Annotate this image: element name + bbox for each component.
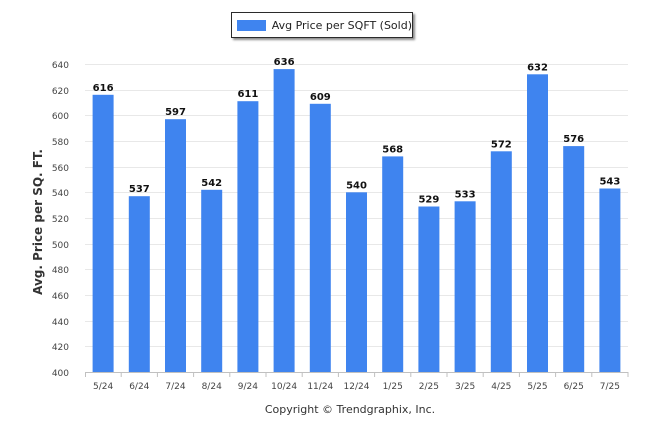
x-tick-label: 8/24 [202,382,222,392]
bar-5-24[interactable] [92,94,114,373]
data-label: 576 [563,134,584,145]
y-tick-label: 540 [52,189,69,199]
data-label: 597 [165,107,186,118]
x-tick-label: 2/25 [419,382,439,392]
bar-1-25[interactable] [382,156,404,372]
bar-5-25[interactable] [527,74,548,373]
bar-10-24[interactable] [273,69,295,372]
y-tick-label: 420 [52,343,69,353]
y-tick-label: 440 [52,318,69,328]
bar-12-24[interactable] [346,192,367,372]
data-label: 636 [274,57,295,68]
x-tick-label: 7/25 [600,382,620,392]
y-tick-label: 620 [52,87,69,97]
data-label: 542 [201,178,222,189]
data-label: 611 [237,89,258,100]
y-tick-label: 580 [52,138,69,148]
bar-9-24[interactable] [237,101,259,372]
bar-3-25[interactable] [454,201,476,372]
x-tick-label: 11/24 [307,382,333,392]
x-tick-label: 5/25 [527,382,547,392]
y-axis-title: Avg. Price per SQ. FT. [31,149,45,295]
data-label: 568 [382,144,403,155]
data-label: 540 [346,180,367,191]
axes: 400 420 440 460 480 500 520 540 560 580 600 620 640 5… [52,61,629,392]
x-tick-label: 12/24 [344,382,370,392]
bar-7-25[interactable] [599,188,621,373]
y-tick-label: 460 [52,292,69,302]
x-tick-label: 4/25 [491,382,511,392]
data-label: 632 [527,62,548,73]
bar-4-25[interactable] [490,151,512,372]
legend-label: Avg Price per SQFT (Sold) [271,18,412,32]
x-tick-label: 3/25 [455,382,475,392]
y-tick-label: 500 [52,241,69,251]
x-tick-label: 7/24 [165,382,185,392]
x-tick-label: 5/24 [93,382,113,392]
bar-6-25[interactable] [563,146,585,372]
y-tick-label: 480 [52,266,69,276]
bar-2-25[interactable] [418,206,440,373]
data-label: 533 [455,189,476,200]
y-tick-label: 520 [52,215,69,225]
bar-6-24[interactable] [128,196,150,372]
legend[interactable]: Avg Price per SQFT (Sold) [231,12,413,38]
bars: 616 537 597 542 611 636 609 540 568 529 533 572 632 5… [92,57,621,373]
legend-swatch [237,19,266,31]
data-label: 572 [491,139,512,150]
copyright-footer: Copyright © Trendgraphix, Inc. [265,403,435,416]
data-label: 609 [310,92,331,103]
data-label: 543 [599,177,620,188]
x-tick-label: 6/24 [129,382,149,392]
y-tick-label: 640 [52,61,69,71]
data-label: 537 [129,184,150,195]
bar-11-24[interactable] [309,103,331,373]
y-tick-label: 600 [52,112,69,122]
x-tick-label: 6/25 [564,382,584,392]
data-label: 529 [418,195,439,206]
y-tick-label: 560 [52,164,69,174]
data-label: 616 [93,83,114,94]
bar-8-24[interactable] [201,189,223,372]
y-tick-label: 400 [52,369,69,379]
x-tick-label: 1/25 [383,382,403,392]
x-tick-label: 10/24 [271,382,297,392]
bar-7-24[interactable] [165,119,186,372]
x-tick-label: 9/24 [238,382,258,392]
